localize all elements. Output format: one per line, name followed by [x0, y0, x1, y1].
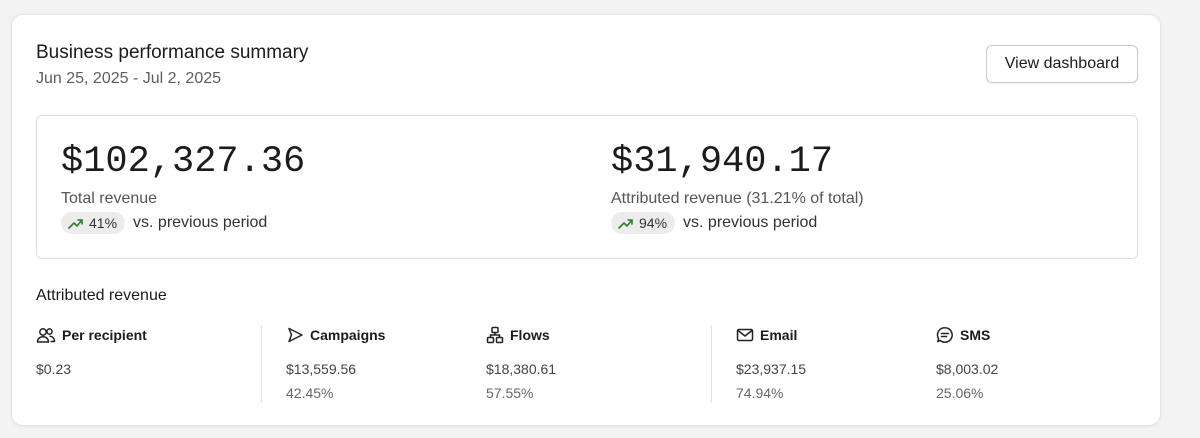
revenue-summary-box: $102,327.36 Total revenue 41% vs. previo… — [36, 115, 1138, 259]
column-divider — [711, 325, 712, 403]
performance-summary-card: Business performance summary Jun 25, 202… — [11, 14, 1161, 426]
breakdown-label: SMS — [960, 327, 991, 343]
breakdown-label: Email — [760, 327, 798, 343]
breakdown-campaigns: Campaigns $13,559.56 42.45% — [286, 325, 386, 401]
change-value: 94% — [639, 215, 668, 231]
attributed-breakdown: Per recipient $0.23 Campaigns $13,559.56… — [12, 325, 1160, 405]
breakdown-amount: $23,937.15 — [736, 361, 807, 377]
card-title: Business performance summary — [36, 42, 309, 63]
breakdown-sms: SMS $8,003.02 25.06% — [936, 325, 998, 401]
breakdown-flows: Flows $18,380.61 57.55% — [486, 325, 556, 401]
breakdown-amount: $18,380.61 — [486, 361, 557, 377]
attributed-revenue-title: Attributed revenue — [36, 287, 167, 304]
total-revenue-trend: 41% vs. previous period — [61, 212, 267, 234]
total-revenue-label: Total revenue — [61, 190, 158, 207]
breakdown-percent: 42.45% — [286, 385, 334, 401]
chat-icon — [936, 327, 953, 343]
breakdown-amount: $13,559.56 — [286, 361, 357, 377]
users-icon — [36, 328, 56, 343]
breakdown-per-recipient: Per recipient $0.23 — [36, 325, 147, 377]
breakdown-email: Email $23,937.15 74.94% — [736, 325, 806, 401]
total-revenue-value: $102,327.36 — [61, 141, 306, 183]
breakdown-amount: $0.23 — [36, 361, 72, 377]
breakdown-label: Campaigns — [310, 327, 386, 343]
view-dashboard-button[interactable]: View dashboard — [986, 45, 1138, 83]
trending-up-icon — [68, 219, 83, 229]
attributed-revenue-value: $31,940.17 — [611, 141, 834, 183]
attributed-revenue-label: Attributed revenue (31.21% of total) — [611, 190, 864, 207]
change-value: 41% — [89, 215, 118, 231]
breakdown-percent: 74.94% — [736, 385, 784, 401]
breakdown-percent: 57.55% — [486, 385, 534, 401]
breakdown-amount: $8,003.02 — [936, 361, 999, 377]
comparison-text: vs. previous period — [683, 214, 818, 231]
trending-up-icon — [618, 219, 633, 229]
breakdown-label: Flows — [510, 327, 550, 343]
breakdown-percent: 25.06% — [936, 385, 984, 401]
change-badge: 41% — [61, 212, 126, 234]
breakdown-label: Per recipient — [62, 327, 147, 343]
send-icon — [288, 327, 303, 343]
attributed-revenue-trend: 94% vs. previous period — [611, 212, 817, 234]
date-range: Jun 25, 2025 - Jul 2, 2025 — [36, 70, 222, 87]
flow-icon — [486, 326, 504, 344]
comparison-text: vs. previous period — [133, 214, 268, 231]
mail-icon — [736, 328, 754, 342]
change-badge: 94% — [611, 212, 676, 234]
column-divider — [261, 325, 262, 403]
